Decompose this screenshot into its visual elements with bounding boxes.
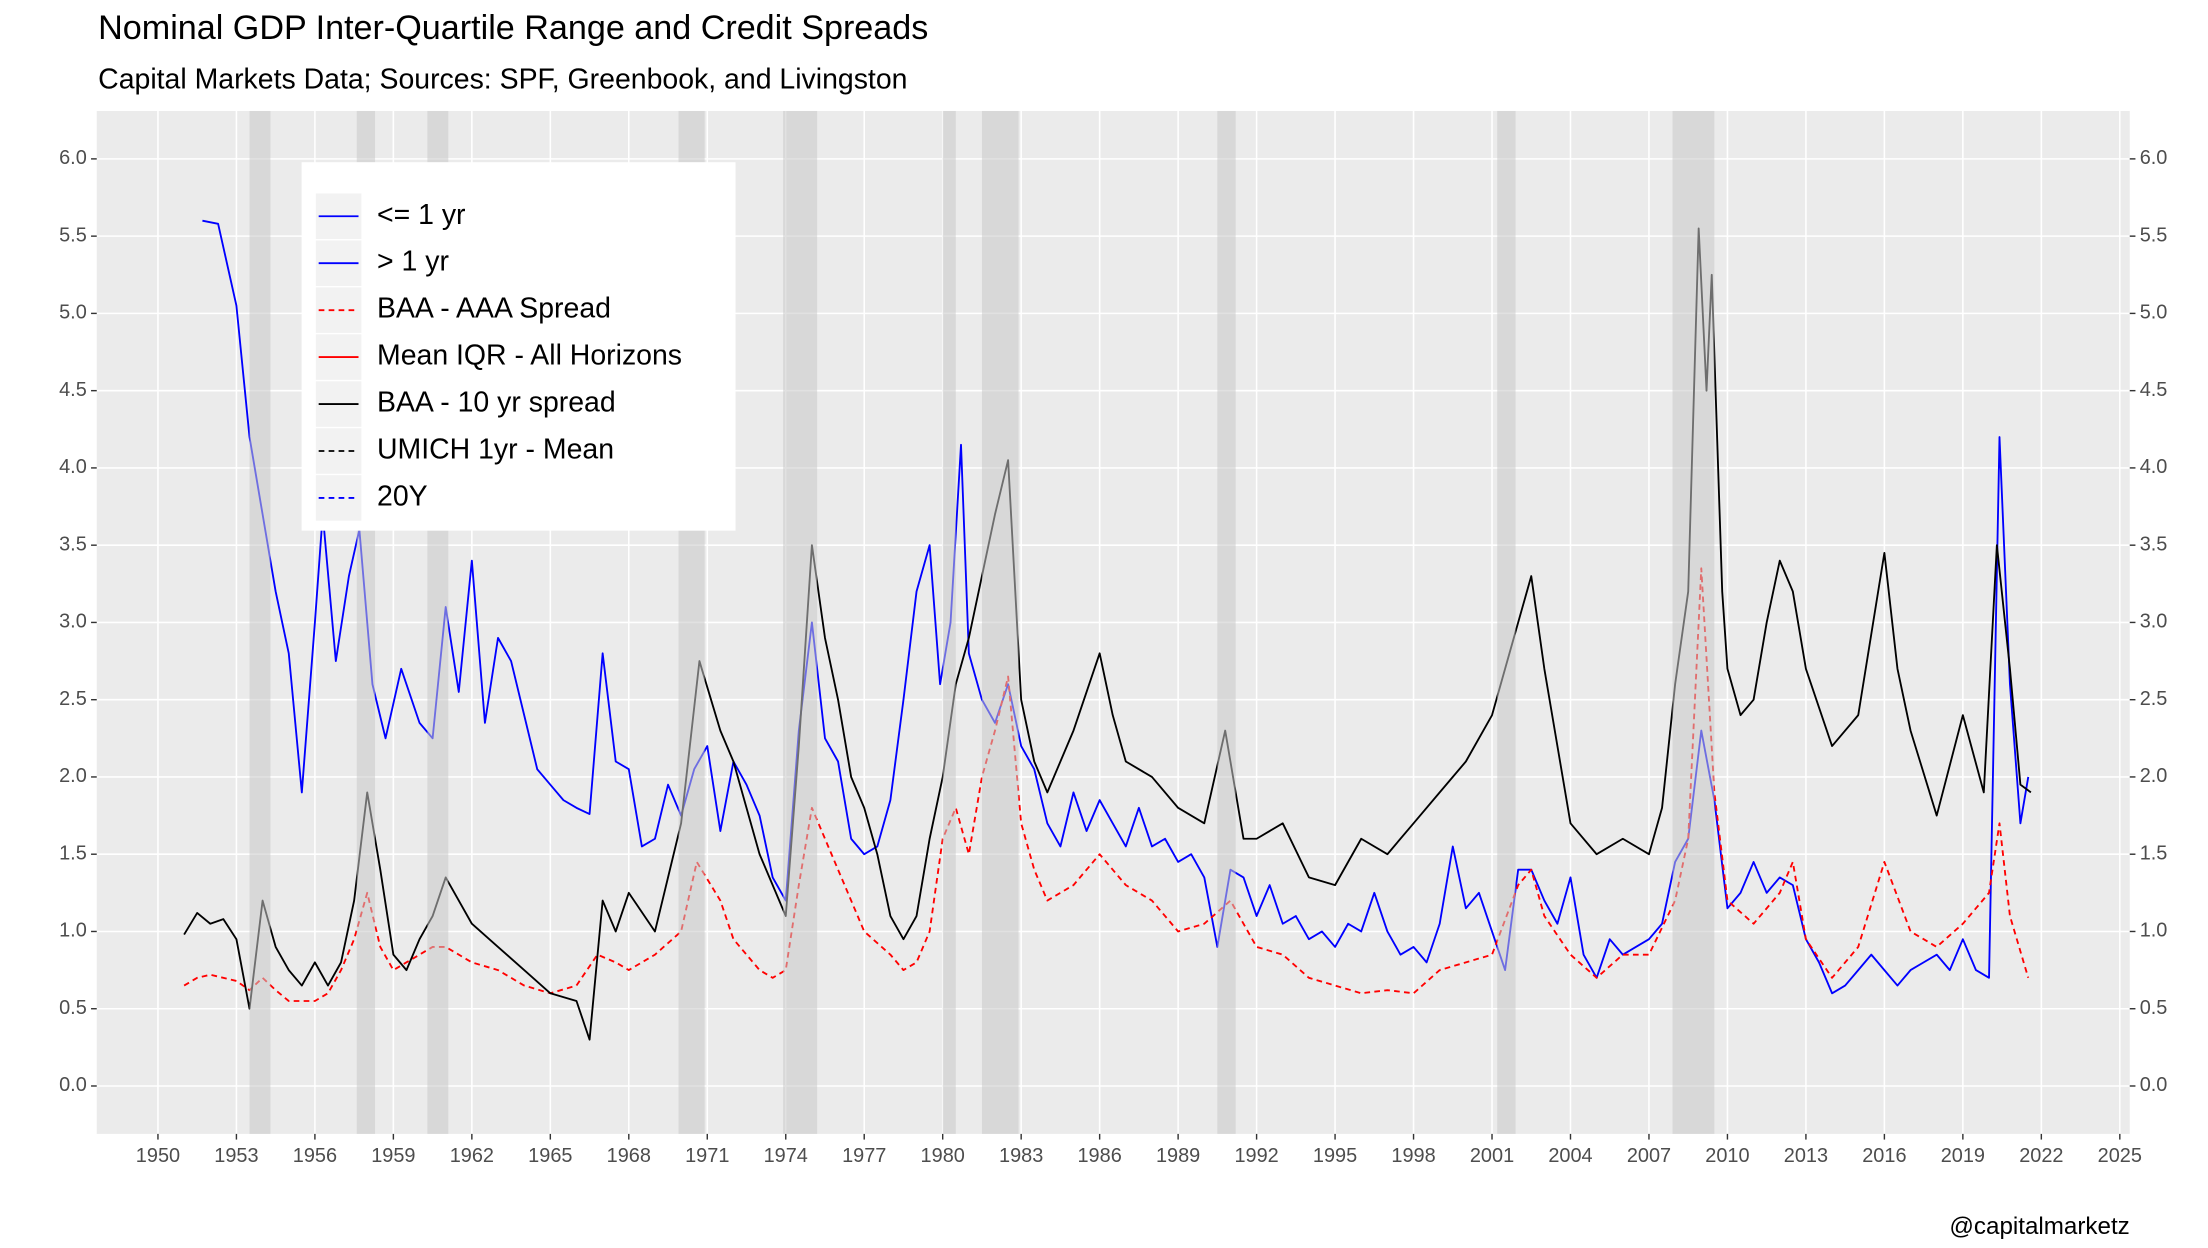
y-tick-label: 3.5 bbox=[59, 533, 87, 555]
legend: <= 1 yr > 1 yr BAA - AAA Spread Mean IQR - … bbox=[301, 162, 736, 531]
y2-tick-label: 5.0 bbox=[2140, 302, 2168, 324]
y-tick-label: 2.5 bbox=[59, 688, 87, 710]
y2-tick-label: 3.5 bbox=[2140, 533, 2168, 555]
x-tick-label: 1983 bbox=[999, 1145, 1043, 1167]
x-tick-label: 1989 bbox=[1156, 1145, 1200, 1167]
x-tick-label: 1974 bbox=[764, 1145, 808, 1167]
recession-band bbox=[981, 110, 1019, 1134]
y-tick-label: 6.0 bbox=[59, 147, 87, 169]
x-tick-label: 1953 bbox=[214, 1145, 258, 1167]
chart-subtitle: Capital Markets Data; Sources: SPF, Gree… bbox=[98, 64, 907, 96]
y2-tick-label: 6.0 bbox=[2140, 147, 2168, 169]
y-tick-label: 1.5 bbox=[59, 842, 87, 864]
legend-label: > 1 yr bbox=[377, 246, 449, 278]
x-tick-label: 2004 bbox=[1548, 1145, 1592, 1167]
recession-band bbox=[942, 110, 956, 1134]
y-tick-label: 0.0 bbox=[59, 1074, 87, 1096]
y-tick-label: 0.5 bbox=[59, 997, 87, 1019]
legend-label: BAA - AAA Spread bbox=[377, 293, 611, 325]
series-line bbox=[202, 219, 2030, 995]
x-tick-label: 1998 bbox=[1391, 1145, 1435, 1167]
x-tick-label: 1992 bbox=[1234, 1145, 1278, 1167]
y2-tick-label: 0.5 bbox=[2140, 997, 2168, 1019]
y2-tick-label: 0.0 bbox=[2140, 1074, 2168, 1096]
x-tick-label: 1959 bbox=[371, 1145, 415, 1167]
legend-label: Mean IQR - All Horizons bbox=[377, 340, 682, 372]
legend-label: <= 1 yr bbox=[377, 199, 466, 231]
legend-box bbox=[301, 162, 736, 531]
legend-label: BAA - 10 yr spread bbox=[377, 387, 616, 419]
x-tick-label: 2019 bbox=[1941, 1145, 1985, 1167]
y-tick-label: 5.0 bbox=[59, 302, 87, 324]
y-tick-label: 4.5 bbox=[59, 379, 87, 401]
x-tick-label: 1950 bbox=[136, 1145, 180, 1167]
y-tick-label: 3.0 bbox=[59, 611, 87, 633]
x-tick-label: 2016 bbox=[1862, 1145, 1906, 1167]
y-tick-label: 5.5 bbox=[59, 224, 87, 246]
chart-title: Nominal GDP Inter-Quartile Range and Cre… bbox=[98, 9, 928, 47]
x-tick-label: 1962 bbox=[450, 1145, 494, 1167]
y2-tick-label: 2.5 bbox=[2140, 688, 2168, 710]
legend-label: 20Y bbox=[377, 480, 428, 512]
caption: @capitalmarketz bbox=[1949, 1213, 2129, 1240]
legend-label: UMICH 1yr - Mean bbox=[377, 434, 614, 466]
recession-band bbox=[249, 110, 271, 1134]
y2-tick-label: 2.0 bbox=[2140, 765, 2168, 787]
x-tick-label: 1968 bbox=[607, 1145, 651, 1167]
recession-band bbox=[1672, 110, 1715, 1134]
x-tick-label: 1977 bbox=[842, 1145, 886, 1167]
recession-band bbox=[783, 110, 818, 1134]
recession-band bbox=[1497, 110, 1516, 1134]
x-tick-label: 1980 bbox=[921, 1145, 965, 1167]
x-tick-label: 1986 bbox=[1077, 1145, 1121, 1167]
x-tick-label: 2001 bbox=[1470, 1145, 1514, 1167]
y2-tick-label: 1.5 bbox=[2140, 842, 2168, 864]
y2-tick-label: 5.5 bbox=[2140, 224, 2168, 246]
x-tick-label: 1965 bbox=[528, 1145, 572, 1167]
y2-tick-label: 3.0 bbox=[2140, 611, 2168, 633]
y-tick-label: 1.0 bbox=[59, 920, 87, 942]
x-tick-label: 2007 bbox=[1627, 1145, 1671, 1167]
y2-tick-label: 4.5 bbox=[2140, 379, 2168, 401]
x-tick-label: 2010 bbox=[1705, 1145, 1749, 1167]
recession-band bbox=[1217, 110, 1236, 1134]
x-tick-label: 1956 bbox=[293, 1145, 337, 1167]
x-tick-label: 2013 bbox=[1784, 1145, 1828, 1167]
x-tick-label: 1995 bbox=[1313, 1145, 1357, 1167]
x-tick-label: 2025 bbox=[2098, 1145, 2142, 1167]
x-tick-label: 1971 bbox=[685, 1145, 729, 1167]
x-tick-label: 2022 bbox=[2019, 1145, 2063, 1167]
y2-tick-label: 1.0 bbox=[2140, 920, 2168, 942]
y-tick-label: 4.0 bbox=[59, 456, 87, 478]
y2-tick-label: 4.0 bbox=[2140, 456, 2168, 478]
y-tick-label: 2.0 bbox=[59, 765, 87, 787]
